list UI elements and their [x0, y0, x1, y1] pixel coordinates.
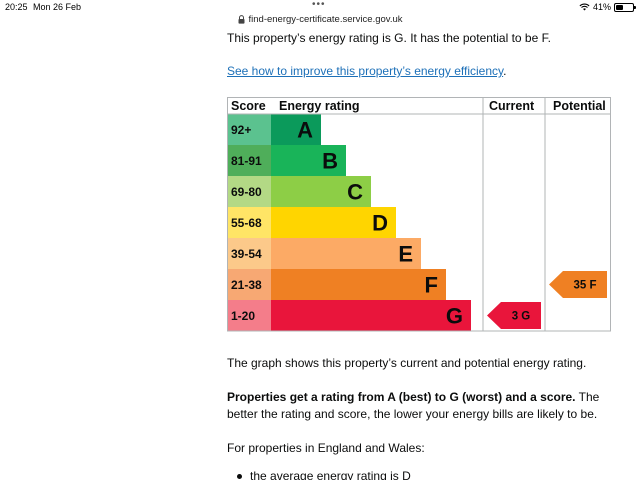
- url-text[interactable]: find-energy-certificate.service.gov.uk: [248, 13, 403, 25]
- rating-bar-b: [271, 145, 346, 176]
- score-range-c: 69-80: [231, 185, 262, 199]
- header-potential: Potential: [553, 99, 606, 113]
- link-suffix: .: [503, 64, 507, 78]
- header-current: Current: [489, 99, 535, 113]
- list-item-text: the average energy rating is D: [250, 469, 411, 480]
- rating-letter-d: D: [372, 211, 388, 236]
- score-range-f: 21-38: [231, 278, 262, 292]
- score-cell-g: [227, 300, 271, 331]
- rating-letter-e: E: [398, 242, 413, 267]
- battery-icon: [614, 2, 636, 12]
- bullet-icon: [237, 474, 242, 479]
- rating-bar-f: [271, 269, 446, 300]
- rating-explanation-lead: Properties get a rating from A (best) to…: [227, 390, 576, 404]
- rating-letter-f: F: [425, 273, 438, 298]
- more-dots-icon[interactable]: •••: [312, 0, 326, 10]
- improve-link-line: See how to improve this property’s energ…: [227, 63, 627, 80]
- rating-letter-g: G: [446, 304, 463, 329]
- header-energy-rating: Energy rating: [279, 99, 360, 113]
- list-item: the average energy rating is D: [237, 468, 637, 480]
- potential-rating-arrow: [549, 271, 607, 298]
- rating-bar-a: [271, 114, 321, 145]
- rating-explanation-rest: The better the rating and score, the low…: [227, 390, 600, 421]
- score-range-g: 1-20: [231, 309, 255, 323]
- rating-letter-c: C: [347, 180, 363, 205]
- score-cell-d: [227, 207, 271, 238]
- current-rating-arrow: [487, 302, 541, 329]
- score-cell-f: [227, 269, 271, 300]
- england-wales-text: For properties in England and Wales:: [227, 441, 425, 455]
- status-bar: 20:25 Mon 26 Feb ••• 41%: [0, 0, 640, 14]
- status-date: Mon 26 Feb: [33, 2, 82, 12]
- status-time: 20:25: [5, 2, 28, 12]
- score-range-d: 55-68: [231, 216, 262, 230]
- address-bar[interactable]: find-energy-certificate.service.gov.uk: [0, 12, 640, 26]
- score-range-b: 81-91: [231, 154, 262, 168]
- lock-icon: [238, 14, 244, 24]
- wifi-icon: [579, 3, 590, 11]
- score-cell-c: [227, 176, 271, 207]
- score-cell-b: [227, 145, 271, 176]
- header-score: Score: [231, 99, 266, 113]
- current-rating-label: 3 G: [512, 311, 531, 323]
- intro-text: This property’s energy rating is G. It h…: [227, 31, 551, 45]
- rating-letter-b: B: [322, 149, 338, 174]
- energy-rating-chart: Score Energy rating Current Potential 92+ A 81…: [227, 97, 611, 333]
- energy-rating-graph: Score Energy rating Current Potential 92+ A 81…: [227, 97, 611, 332]
- score-cell-e: [227, 238, 271, 269]
- rating-letter-a: A: [297, 118, 313, 143]
- rating-bar-d: [271, 207, 396, 238]
- rating-bar-c: [271, 176, 371, 207]
- score-cell-a: [227, 114, 271, 145]
- rating-bar-e: [271, 238, 421, 269]
- potential-rating-label: 35 F: [573, 280, 596, 292]
- rating-explanation: Properties get a rating from A (best) to…: [227, 389, 627, 423]
- improve-efficiency-link[interactable]: See how to improve this property’s energ…: [227, 64, 504, 78]
- chart-border: [227, 97, 611, 332]
- graph-note: The graph shows this property’s current …: [227, 356, 587, 370]
- battery-percent: 41%: [592, 2, 611, 12]
- score-range-e: 39-54: [231, 247, 262, 261]
- score-range-a: 92+: [231, 123, 251, 137]
- status-indicators: 41%: [579, 2, 636, 12]
- rating-bar-g: [271, 300, 471, 331]
